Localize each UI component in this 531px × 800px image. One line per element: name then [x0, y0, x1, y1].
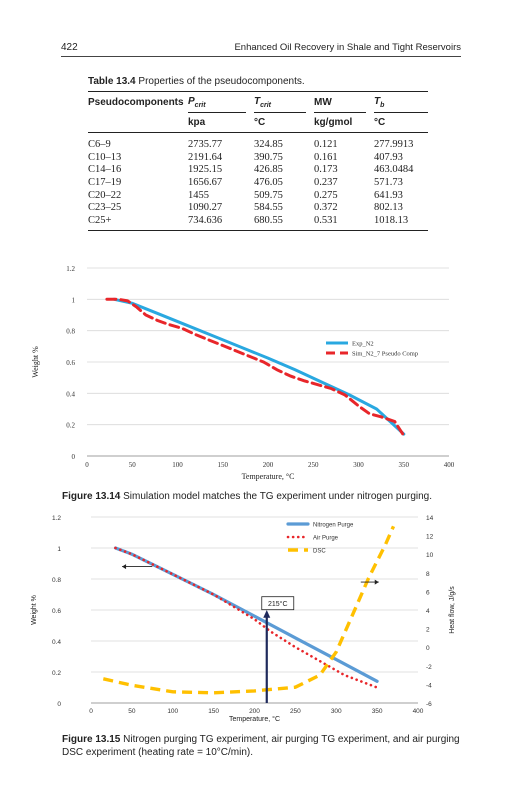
- x-axis-label: Temperature, °C: [229, 715, 280, 723]
- y2-axis-label: Heat flow, J/g/s: [449, 586, 456, 634]
- y2-tick-label: -2: [426, 664, 432, 671]
- table-header-row: Pseudocomponents Pcrit Tcrit MW Tb: [88, 91, 428, 113]
- figure-caption-text: Nitrogen purging TG experiment, air purg…: [62, 734, 460, 758]
- table-13-4: Table 13.4 Properties of the pseudocompo…: [88, 76, 428, 232]
- y-tick-label: 1: [72, 296, 76, 304]
- col-header-pcrit: Pcrit: [188, 91, 246, 113]
- y2-tick-label: 14: [426, 515, 434, 522]
- figure-13-14-caption: Figure 13.14 Simulation model matches th…: [62, 490, 472, 503]
- x-tick-label: 400: [444, 461, 455, 469]
- unit-tb: °C: [374, 112, 428, 133]
- x-tick-label: 50: [128, 708, 136, 715]
- y-tick-label: 1.2: [52, 515, 61, 522]
- figure-caption-text: Simulation model matches the TG experime…: [123, 491, 433, 502]
- y-tick-label: 0.4: [52, 639, 61, 646]
- y-axis-label: Weight %: [31, 595, 38, 625]
- page-number: 422: [61, 42, 78, 53]
- x-tick-label: 0: [89, 708, 93, 715]
- y2-tick-label: 10: [426, 552, 434, 559]
- x-tick-label: 50: [129, 461, 137, 469]
- series-line-exp-n2: [112, 297, 406, 436]
- x-tick-label: 250: [290, 708, 301, 715]
- running-title: Enhanced Oil Recovery in Shale and Tight…: [234, 42, 461, 53]
- y2-tick-label: 0: [426, 645, 430, 652]
- y2-tick-label: 8: [426, 571, 430, 578]
- y-tick-label: 1.2: [66, 265, 75, 273]
- legend-label: Air Purge: [313, 536, 339, 542]
- y2-tick-label: 4: [426, 608, 430, 615]
- legend-label: DSC: [313, 549, 326, 555]
- annotation-arrow-head: [263, 610, 271, 618]
- x-tick-label: 400: [413, 708, 424, 715]
- y-tick-label: 0.2: [52, 670, 61, 677]
- tg-dsc-chart: 0 0.2 0.4 0.6 0.8 1 1.2 -6 -4 -2 0 2 4 6 8 10 12 14 0 50 100…: [31, 515, 456, 723]
- y-tick-label: 0: [72, 453, 76, 461]
- x-tick-label: 300: [353, 461, 364, 469]
- y-tick-label: 0.2: [66, 422, 75, 430]
- annotation-box: [261, 596, 295, 611]
- table-row: C23–25 1090.27 584.55 0.372 802.13: [88, 202, 403, 214]
- y-tick-label: 0.6: [52, 608, 61, 615]
- x-tick-label: 300: [331, 708, 342, 715]
- col-header-mw: MW: [314, 91, 366, 113]
- table-row: C25+ 734.636 680.55 0.531 1018.13: [88, 213, 428, 232]
- figure-label: Figure 13.15: [62, 734, 121, 745]
- table-title: Properties of the pseudocomponents.: [138, 76, 305, 87]
- y2-tick-label: 2: [426, 627, 430, 634]
- legend-label: Sim_N2_7 Pseudo Comp: [352, 351, 418, 358]
- header-rule: [61, 56, 461, 57]
- tg-nitrogen-chart: 0 0.2 0.4 0.6 0.8 1 1.2 0 50 100 150 200 250 300 350 40…: [31, 265, 455, 481]
- running-header: 422 Enhanced Oil Recovery in Shale and T…: [0, 0, 531, 60]
- figure-label: Figure 13.14: [62, 491, 121, 502]
- y-tick-label: 0.6: [66, 359, 75, 367]
- col-header-tcrit: Tcrit: [254, 91, 306, 113]
- series-line-dsc: [102, 525, 396, 695]
- table-row: C17–19 1656.67 476.05 0.237 571.73: [88, 177, 403, 189]
- y-axis-label: Weight %: [31, 346, 40, 378]
- table-unit-row: kpa °C kg/gmol °C: [88, 112, 428, 133]
- y-tick-label: 1: [57, 546, 61, 553]
- x-tick-label: 200: [263, 461, 274, 469]
- table-row: C6–9 2735.77 324.85 0.121 277.9913: [88, 139, 414, 150]
- x-tick-label: 350: [372, 708, 383, 715]
- table-label: Table 13.4: [88, 76, 136, 87]
- x-tick-label: 100: [167, 708, 178, 715]
- y-tick-label: 0.8: [52, 577, 61, 584]
- x-tick-label: 150: [208, 708, 219, 715]
- x-tick-label: 250: [308, 461, 319, 469]
- x-tick-label: 200: [249, 708, 260, 715]
- table-caption: Table 13.4 Properties of the pseudocompo…: [88, 76, 428, 87]
- left-axis-indicator-head: [122, 564, 127, 570]
- right-axis-indicator-head: [374, 579, 379, 585]
- y2-tick-label: -6: [426, 701, 432, 708]
- x-axis-label: Temperature, °C: [242, 472, 295, 481]
- table-row: C14–16 1925.15 426.85 0.173 463.0484: [88, 164, 414, 176]
- y-tick-label: 0.8: [66, 328, 75, 336]
- series-line-air-purge: [114, 546, 379, 689]
- y2-tick-label: -4: [426, 682, 432, 689]
- y2-tick-label: 12: [426, 534, 434, 541]
- legend-label: Exp_N2: [352, 341, 374, 348]
- x-tick-label: 350: [399, 461, 410, 469]
- unit-tcrit: °C: [254, 112, 306, 133]
- figure-13-15-caption: Figure 13.15 Nitrogen purging TG experim…: [62, 733, 472, 759]
- unit-pcrit: kpa: [188, 112, 246, 133]
- unit-mw: kg/gmol: [314, 112, 366, 133]
- legend-label: Nitrogen Purge: [313, 523, 354, 529]
- table-row: C10–13 2191.64 390.75 0.161 407.93: [88, 151, 403, 163]
- series-line-sim-n2-7-pseudo-comp: [105, 297, 406, 438]
- col-header-pseudocomponents: Pseudocomponents: [88, 91, 188, 113]
- col-header-tb: Tb: [374, 91, 428, 113]
- x-tick-label: 150: [218, 461, 229, 469]
- table-row: C20–22 1455 509.75 0.275 641.93: [88, 189, 403, 201]
- x-tick-label: 0: [85, 461, 89, 469]
- y-tick-label: 0.4: [66, 390, 75, 398]
- x-tick-label: 100: [172, 461, 183, 469]
- y2-tick-label: 6: [426, 589, 430, 596]
- annotation-label: 215°C: [268, 600, 288, 608]
- y-tick-label: 0: [57, 701, 61, 708]
- pseudocomponent-table: Pseudocomponents Pcrit Tcrit MW Tb kpa °…: [88, 91, 428, 232]
